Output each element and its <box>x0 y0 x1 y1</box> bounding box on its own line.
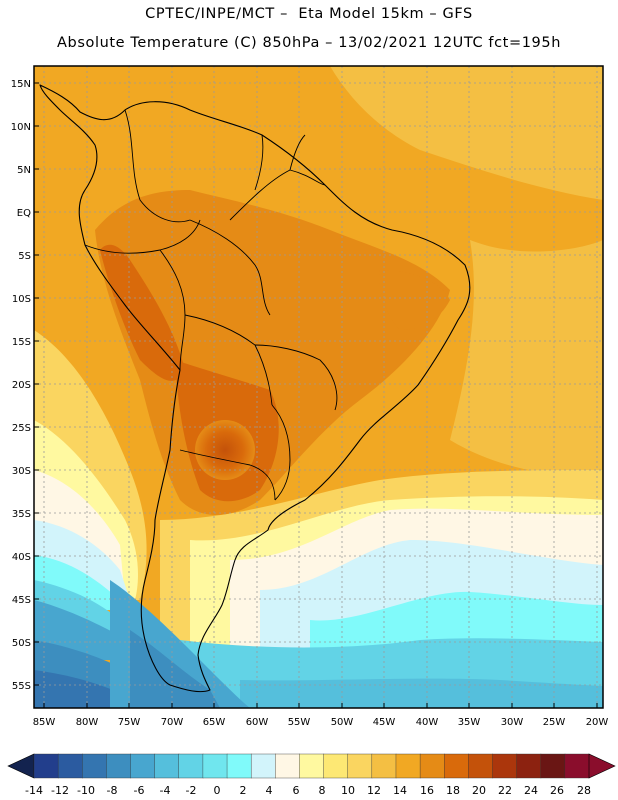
lat-label: EQ <box>17 208 31 219</box>
colorbar-label: -6 <box>134 784 145 797</box>
colorbar-label: -12 <box>51 784 69 797</box>
colorbar-cell <box>395 753 421 779</box>
colorbar-cell <box>250 753 276 779</box>
lon-label: 85W <box>33 717 56 728</box>
colorbar-cell <box>444 753 469 779</box>
colorbar-cells <box>33 753 590 779</box>
lon-label: 45W <box>373 717 396 728</box>
lon-label: 70W <box>161 717 184 728</box>
colorbar-cell <box>178 753 204 779</box>
colorbar-over-arrow <box>588 753 616 779</box>
lon-label: 35W <box>458 717 481 728</box>
lon-label: 65W <box>203 717 226 728</box>
colorbar-cell <box>564 753 590 779</box>
country-borders <box>84 109 338 501</box>
colorbar-cell <box>371 753 397 779</box>
lon-label: 75W <box>118 717 141 728</box>
colorbar-label: -2 <box>186 784 197 797</box>
lat-label: 50S <box>12 638 31 649</box>
colorbar-cell <box>226 753 252 779</box>
colorbar-label: 16 <box>420 784 434 797</box>
colorbar-label: 24 <box>524 784 538 797</box>
colorbar: -14 -12 -10 -8 -6 -4 -2 0 2 4 6 8 10 12 … <box>7 753 616 797</box>
colorbar-cell <box>299 753 325 779</box>
lon-label: 30W <box>501 717 524 728</box>
temperature-field <box>34 66 603 708</box>
lat-label: 15N <box>11 79 31 90</box>
colorbar-cell <box>33 753 59 779</box>
colorbar-cell <box>540 753 566 779</box>
lat-label: 20S <box>12 380 31 391</box>
colorbar-cell <box>106 753 132 779</box>
lat-label: 40S <box>12 552 31 563</box>
lon-label: 60W <box>246 717 269 728</box>
colorbar-cell <box>492 753 518 779</box>
lat-label: 5S <box>18 251 31 262</box>
lat-labels: 15N 10N 5N EQ 5S 10S 15S 20S 25S 30S 35S… <box>11 79 31 692</box>
lat-label: 10N <box>11 122 31 133</box>
map-title-line-1: CPTEC/INPE/MCT – Eta Model 15km – GFS <box>145 6 473 22</box>
colorbar-cell <box>202 753 228 779</box>
map-title-line-2: Absolute Temperature (C) 850hPa – 13/02/… <box>57 35 561 51</box>
colorbar-label: 26 <box>550 784 564 797</box>
lon-label: 55W <box>288 717 311 728</box>
colorbar-cell <box>154 753 180 779</box>
lon-labels: 85W 80W 75W 70W 65W 60W 55W 50W 45W 40W … <box>33 717 609 728</box>
lon-label: 80W <box>76 717 99 728</box>
lon-label: 50W <box>331 717 354 728</box>
colorbar-cell <box>468 753 493 779</box>
lat-label: 5N <box>17 165 31 176</box>
colorbar-label: 22 <box>498 784 512 797</box>
colorbar-label: 12 <box>367 784 381 797</box>
colorbar-label: -8 <box>107 784 118 797</box>
colorbar-cell <box>275 753 300 779</box>
colorbar-cell <box>130 753 156 779</box>
lon-ticks <box>43 703 598 708</box>
colorbar-label: 2 <box>240 784 247 797</box>
lat-label: 30S <box>12 466 31 477</box>
lon-label: 40W <box>416 717 439 728</box>
lat-label: 55S <box>12 681 31 692</box>
colorbar-label: -14 <box>25 784 43 797</box>
lat-ticks <box>34 82 39 686</box>
coastline <box>39 84 471 693</box>
colorbar-label: 8 <box>319 784 326 797</box>
colorbar-cell <box>516 753 542 779</box>
colorbar-label: 14 <box>393 784 407 797</box>
lon-label: 20W <box>586 717 609 728</box>
map-frame <box>33 65 604 709</box>
colorbar-cell <box>323 753 349 779</box>
colorbar-cell <box>347 753 373 779</box>
colorbar-label: 0 <box>214 784 221 797</box>
lat-label: 35S <box>12 509 31 520</box>
lat-label: 15S <box>12 337 31 348</box>
colorbar-under-arrow <box>7 753 35 779</box>
colorbar-label: 4 <box>266 784 273 797</box>
lat-label: 45S <box>12 595 31 606</box>
colorbar-label: -4 <box>160 784 171 797</box>
colorbar-cell <box>82 753 107 779</box>
lat-label: 25S <box>12 423 31 434</box>
colorbar-cell <box>419 753 445 779</box>
colorbar-label: 10 <box>341 784 355 797</box>
colorbar-labels: -14 -12 -10 -8 -6 -4 -2 0 2 4 6 8 10 12 … <box>25 784 591 797</box>
colorbar-cell <box>57 753 83 779</box>
lat-label: 10S <box>12 294 31 305</box>
colorbar-label: -10 <box>77 784 95 797</box>
colorbar-label: 20 <box>472 784 486 797</box>
lon-label: 25W <box>543 717 566 728</box>
colorbar-label: 28 <box>577 784 591 797</box>
colorbar-label: 18 <box>446 784 460 797</box>
colorbar-label: 6 <box>293 784 300 797</box>
